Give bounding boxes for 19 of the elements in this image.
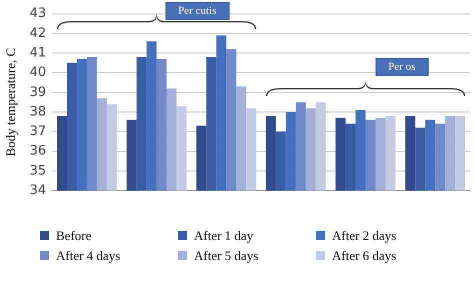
legend-label: After 4 days [55, 248, 122, 264]
y-tick-label: 34 [30, 182, 46, 198]
y-tick-label: 41 [30, 45, 46, 60]
legend-label: After 6 days [331, 248, 398, 264]
y-tick-label: 36 [30, 144, 46, 159]
legend-label: After 2 days [331, 228, 398, 244]
y-tick-label: 39 [30, 84, 46, 100]
legend-label: After 1 day [193, 228, 254, 244]
legend-label: Before [55, 228, 92, 244]
y-tick-label: 38 [30, 104, 46, 120]
annotation: Per os [375, 58, 428, 76]
y-tick-label: 35 [30, 163, 46, 178]
y-tick-label: 40 [30, 65, 46, 80]
annotation: Per cutis [165, 2, 230, 20]
legend-label: After 5 days [193, 248, 260, 264]
y-axis-title: Body temperature, C [3, 48, 18, 157]
y-tick-label: 42 [30, 26, 46, 41]
y-tick-label: 37 [30, 124, 46, 140]
y-tick-label: 43 [30, 6, 46, 22]
